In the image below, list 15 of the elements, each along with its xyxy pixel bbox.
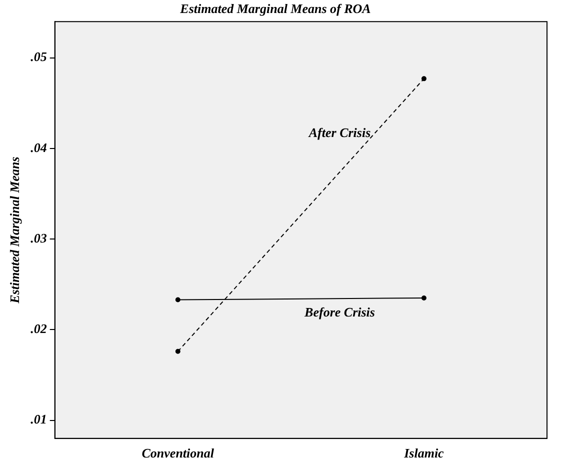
point — [421, 295, 426, 300]
point — [175, 348, 180, 354]
point — [175, 297, 180, 302]
point — [421, 76, 426, 82]
x-tick-label: Conventional — [142, 446, 214, 461]
y-tick-label: .01 — [30, 412, 47, 427]
series-label: After Crisis — [308, 125, 371, 140]
y-tick-label: .04 — [30, 140, 48, 155]
x-tick-label: Islamic — [403, 446, 444, 461]
y-tick-label: .02 — [30, 321, 48, 336]
y-tick-label: .05 — [30, 49, 48, 64]
y-axis-title: Estimated Marginal Means — [7, 156, 22, 304]
chart-title: Estimated Marginal Means of ROA — [179, 1, 372, 16]
series-label: Before Crisis — [304, 304, 375, 320]
y-tick-label: .03 — [30, 230, 48, 246]
